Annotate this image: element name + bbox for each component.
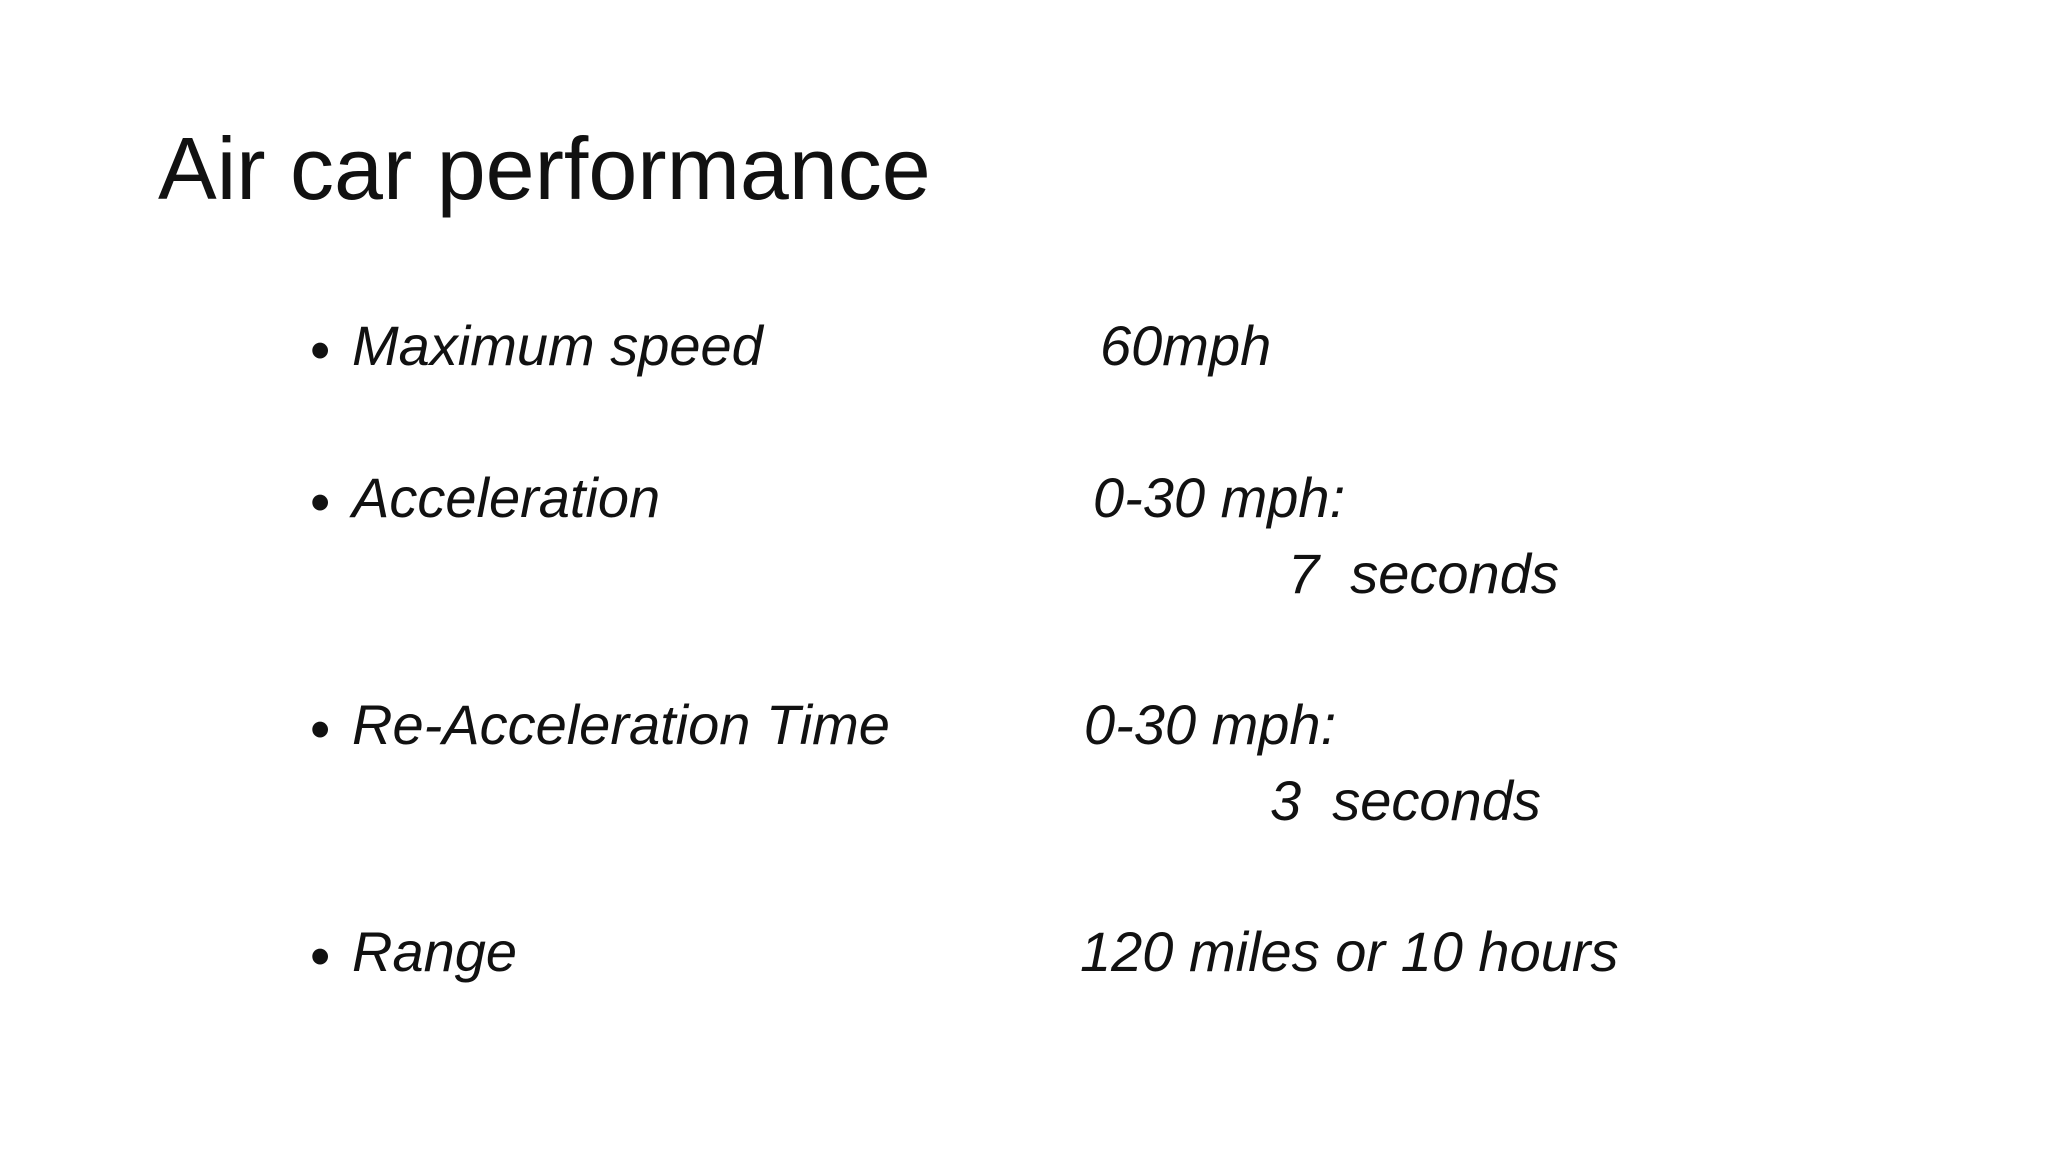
item-label-range: Range — [352, 920, 518, 983]
item-value-re-acceleration-line-1: 0-30 mph: — [1084, 693, 1337, 756]
slide-title: Air car performance — [158, 119, 931, 218]
bullet-icon: • — [310, 470, 331, 535]
item-label-maximum-speed: Maximum speed — [352, 314, 763, 377]
item-value-acceleration-line-2: 7 seconds — [1288, 542, 1559, 605]
bullet-icon: • — [310, 924, 331, 989]
bullet-icon: • — [310, 318, 331, 383]
item-value-re-acceleration-line-2: 3 seconds — [1270, 769, 1541, 832]
bullet-icon: • — [310, 697, 331, 762]
item-value-acceleration-line-1: 0-30 mph: — [1093, 466, 1346, 529]
item-value-range: 120 miles or 10 hours — [1080, 920, 1619, 983]
item-label-re-acceleration-time: Re-Acceleration Time — [352, 693, 890, 756]
item-label-acceleration: Acceleration — [352, 466, 661, 529]
item-value-maximum-speed: 60mph — [1100, 314, 1272, 377]
